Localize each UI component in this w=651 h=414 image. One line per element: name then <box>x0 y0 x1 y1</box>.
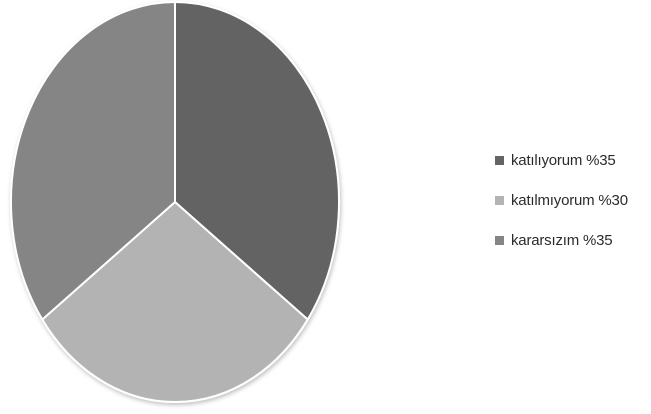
legend-item-3: kararsızım %35 <box>495 230 628 250</box>
legend-item-2: katılmıyorum %30 <box>495 190 628 210</box>
pie-slice-2 <box>41 201 309 404</box>
legend-item-1: katılıyorum %35 <box>495 150 628 170</box>
legend-label: katılıyorum %35 <box>511 151 616 169</box>
legend-label: katılmıyorum %30 <box>511 191 628 209</box>
legend-label: kararsızım %35 <box>511 231 613 249</box>
legend-swatch <box>495 235 504 245</box>
legend-swatch <box>495 155 504 165</box>
legend-swatch <box>495 195 504 205</box>
pie-slice-3 <box>10 1 176 321</box>
legend: katılıyorum %35 katılmıyorum %30 kararsızı… <box>495 150 628 270</box>
pie-slice-1 <box>174 1 340 321</box>
